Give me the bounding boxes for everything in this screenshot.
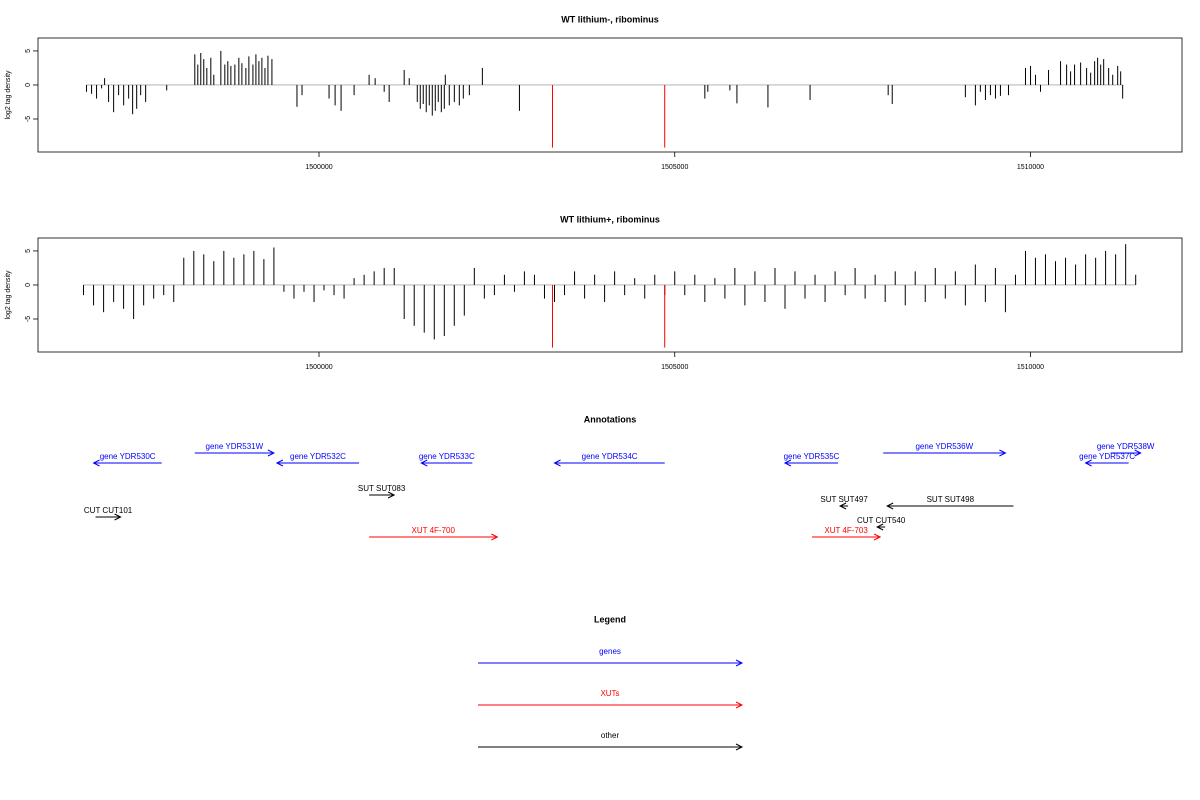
x-tick-label: 1505000 [661, 364, 688, 371]
arrow-head [838, 502, 847, 510]
feature-label: SUT SUT083 [358, 484, 406, 493]
feature-label: gene YDR534C [582, 452, 638, 461]
feature-arrow [886, 502, 1014, 510]
feature-label: XUT 4F-700 [412, 526, 456, 535]
feature-label: CUT CUT101 [84, 506, 133, 515]
arrow-head [267, 449, 276, 457]
arrow-head [735, 701, 744, 709]
arrow-head [876, 523, 884, 531]
panel-title: WT lithium-, ribominus [561, 14, 659, 24]
feature-arrow [92, 459, 162, 467]
feature-arrow [420, 459, 473, 467]
legend-arrow [478, 701, 744, 709]
x-tick-label: 1510000 [1017, 164, 1044, 171]
arrow-head [553, 459, 561, 467]
feature-label: gene YDR531W [206, 442, 264, 451]
arrow-head [735, 743, 744, 751]
arrow-head [1134, 449, 1142, 457]
legend-label: genes [599, 647, 621, 656]
legend-title: Legend [594, 614, 626, 624]
arrow-head [783, 459, 792, 467]
feature-label: gene YDR530C [100, 452, 156, 461]
y-tick-label: 5 [25, 49, 32, 53]
y-axis-label: log2 tag density [5, 270, 12, 320]
feature-label: gene YDR535C [784, 452, 840, 461]
plot-frame [37, 37, 1183, 153]
arrow-head [735, 659, 744, 667]
plot-frame [37, 237, 1183, 353]
arrow-head [114, 513, 122, 521]
legend-arrow [478, 659, 744, 667]
feature-label: gene YDR538W [1097, 442, 1155, 451]
feature-label: gene YDR533C [419, 452, 475, 461]
x-tick-label: 1500000 [305, 364, 332, 371]
arrow-head [873, 533, 882, 541]
y-tick-label: -5 [25, 316, 32, 322]
feature-label: gene YDR537C [1079, 452, 1135, 461]
y-tick-label: -5 [25, 116, 32, 122]
feature-arrow [838, 502, 849, 510]
legend-label: other [601, 731, 620, 740]
feature-label: XUT 4F-703 [824, 526, 868, 535]
feature-arrow [369, 491, 396, 499]
arrow-head [999, 449, 1007, 457]
feature-arrow [95, 513, 122, 521]
feature-arrow [812, 533, 882, 541]
feature-label: gene YDR532C [290, 452, 346, 461]
y-axis-label: log2 tag density [5, 70, 12, 120]
arrow-head [275, 459, 284, 467]
x-tick-label: 1500000 [305, 164, 332, 171]
y-tick-label: 0 [25, 83, 32, 87]
x-tick-label: 1510000 [1017, 364, 1044, 371]
feature-arrow [369, 533, 499, 541]
feature-arrow [876, 523, 886, 531]
feature-label: SUT SUT498 [927, 495, 975, 504]
feature-arrow [553, 459, 665, 467]
y-tick-label: 5 [25, 249, 32, 253]
feature-arrow [1084, 459, 1129, 467]
feature-label: CUT CUT540 [857, 516, 906, 525]
panel-title: Annotations [584, 414, 637, 424]
panel-title: WT lithium+, ribominus [560, 214, 660, 224]
arrow-head [420, 459, 428, 467]
arrow-head [491, 533, 499, 541]
feature-label: gene YDR536W [915, 442, 973, 451]
arrow-head [387, 491, 396, 499]
arrow-head [92, 459, 100, 467]
feature-arrow [194, 449, 276, 457]
x-tick-label: 1505000 [661, 164, 688, 171]
legend-arrow [478, 743, 744, 751]
y-tick-label: 0 [25, 283, 32, 287]
feature-arrow [1110, 449, 1142, 457]
arrow-head [1084, 459, 1092, 467]
feature-arrow [783, 459, 839, 467]
legend-label: XUTs [600, 689, 619, 698]
feature-arrow [883, 449, 1007, 457]
feature-label: SUT SUT497 [820, 495, 868, 504]
arrow-head [886, 502, 894, 510]
feature-arrow [275, 459, 360, 467]
